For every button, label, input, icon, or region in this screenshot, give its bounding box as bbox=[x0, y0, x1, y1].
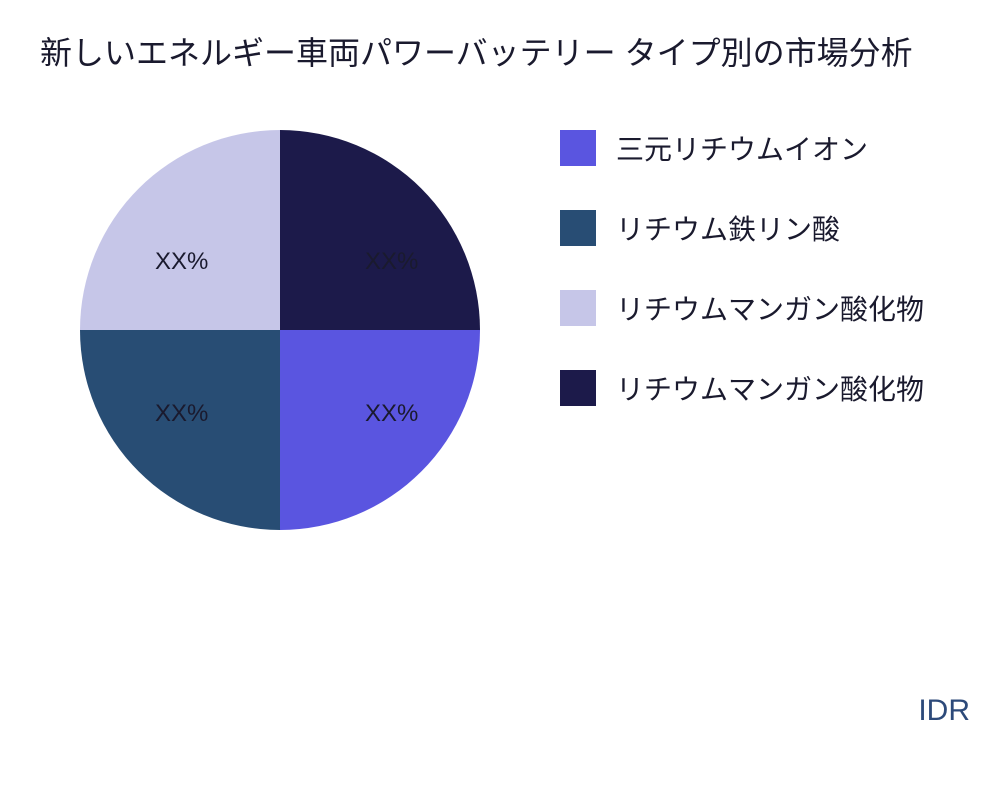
legend-item-0: 三元リチウムイオン bbox=[560, 128, 924, 168]
legend-swatch-0 bbox=[560, 130, 596, 166]
slice-label-3: XX% bbox=[155, 248, 208, 276]
chart-title: 新しいエネルギー車両パワーバッテリー タイプ別の市場分析 bbox=[40, 28, 913, 74]
legend-swatch-1 bbox=[560, 210, 596, 246]
slice-label-1: XX% bbox=[365, 400, 418, 428]
legend-label-0: 三元リチウムイオン bbox=[616, 128, 868, 168]
legend-item-2: リチウムマンガン酸化物 bbox=[560, 288, 924, 328]
legend-label-3: リチウムマンガン酸化物 bbox=[616, 368, 924, 408]
pie-chart: XX% XX% XX% XX% bbox=[80, 130, 480, 530]
slice-label-2: XX% bbox=[155, 400, 208, 428]
legend: 三元リチウムイオン リチウム鉄リン酸 リチウムマンガン酸化物 リチウムマンガン酸… bbox=[560, 128, 924, 448]
footer-label: IDR bbox=[918, 694, 970, 728]
pie-body bbox=[80, 130, 480, 530]
slice-label-0: XX% bbox=[365, 248, 418, 276]
legend-label-1: リチウム鉄リン酸 bbox=[616, 208, 840, 248]
legend-item-3: リチウムマンガン酸化物 bbox=[560, 368, 924, 408]
legend-swatch-2 bbox=[560, 290, 596, 326]
legend-swatch-3 bbox=[560, 370, 596, 406]
legend-label-2: リチウムマンガン酸化物 bbox=[616, 288, 924, 328]
legend-item-1: リチウム鉄リン酸 bbox=[560, 208, 924, 248]
